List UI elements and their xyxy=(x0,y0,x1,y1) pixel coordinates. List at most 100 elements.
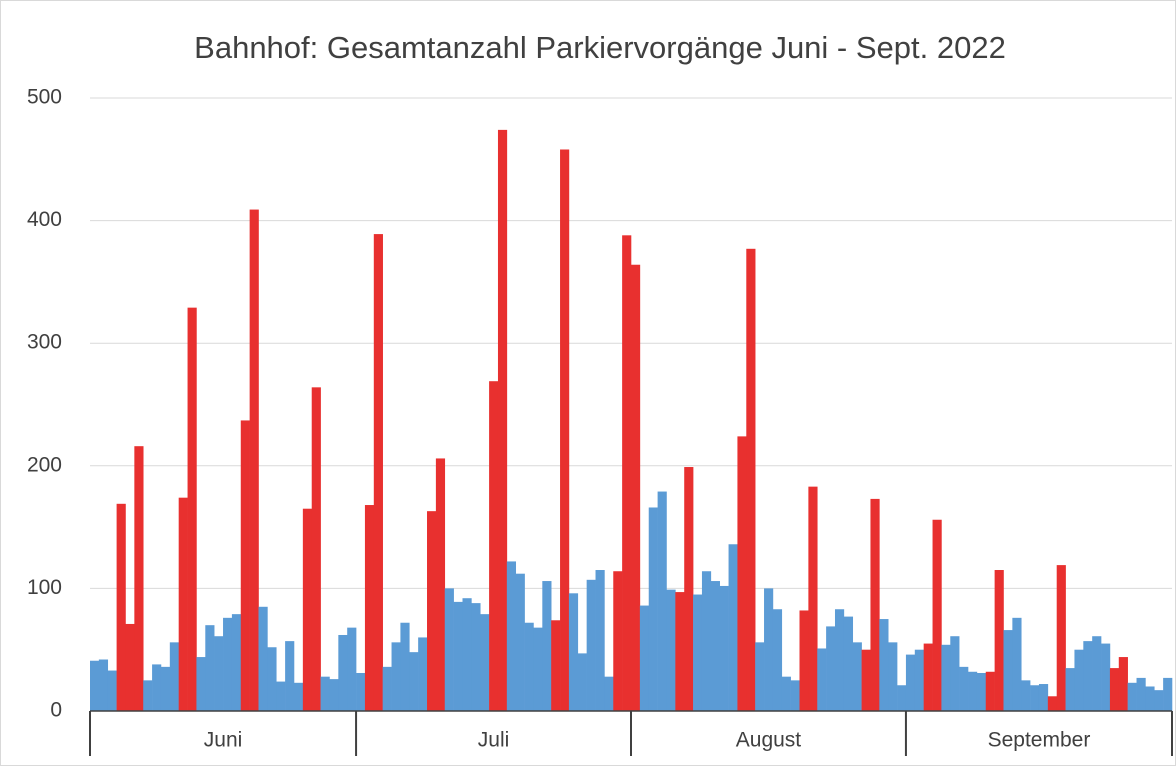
bar xyxy=(169,642,179,711)
bar xyxy=(870,498,880,711)
bar xyxy=(710,581,720,711)
bar xyxy=(356,672,366,711)
bar xyxy=(116,503,126,711)
bar xyxy=(897,685,907,711)
bar xyxy=(515,573,525,711)
bar xyxy=(586,579,596,711)
bar xyxy=(560,149,570,711)
bar xyxy=(790,680,800,711)
bar xyxy=(400,622,410,711)
bar xyxy=(905,654,916,711)
bar xyxy=(1092,636,1102,711)
bar xyxy=(373,234,383,711)
bar xyxy=(799,610,809,711)
bar xyxy=(1030,685,1040,711)
bar xyxy=(941,644,951,711)
bar xyxy=(533,627,543,711)
y-tick-label: 500 xyxy=(27,86,62,109)
bar xyxy=(1109,668,1120,711)
bar xyxy=(276,681,286,711)
bar xyxy=(1003,630,1013,711)
bar xyxy=(382,666,392,711)
x-group-label: Juni xyxy=(204,729,243,752)
bar xyxy=(107,670,117,711)
bar xyxy=(675,592,685,711)
chart-title: Bahnhof: Gesamtanzahl Parkiervorgänge Ju… xyxy=(194,30,1006,65)
bar xyxy=(755,642,765,711)
bar xyxy=(684,467,694,711)
bar xyxy=(879,619,889,711)
bar xyxy=(364,505,375,711)
bar xyxy=(453,601,463,711)
bar xyxy=(923,643,933,711)
bar xyxy=(90,660,100,711)
bar xyxy=(231,614,242,711)
bar xyxy=(214,636,224,711)
bar xyxy=(1012,617,1022,711)
bar xyxy=(1118,657,1128,711)
bar xyxy=(568,593,579,711)
bar xyxy=(152,664,162,711)
bar xyxy=(347,627,357,711)
bar xyxy=(639,605,650,711)
bar xyxy=(320,676,330,711)
bar xyxy=(666,589,676,711)
bar xyxy=(719,585,729,711)
bar xyxy=(861,649,871,711)
bar xyxy=(985,671,995,711)
bar xyxy=(143,680,153,711)
bar xyxy=(223,617,233,711)
bar xyxy=(418,637,428,711)
x-group-label: Juli xyxy=(478,729,510,752)
bar xyxy=(577,653,587,711)
bar xyxy=(843,616,854,711)
bar xyxy=(125,623,135,711)
bar xyxy=(1065,668,1075,711)
bar xyxy=(746,248,756,711)
bar xyxy=(1074,649,1084,711)
bar xyxy=(471,603,481,711)
bar xyxy=(524,622,534,711)
bar xyxy=(1047,696,1058,711)
bar xyxy=(134,446,144,711)
bar xyxy=(852,642,862,711)
bar xyxy=(409,652,419,711)
bar xyxy=(435,458,446,711)
bar xyxy=(489,381,499,711)
bar xyxy=(205,625,215,711)
bar xyxy=(1038,684,1049,711)
bar xyxy=(701,571,712,711)
bar xyxy=(1163,677,1173,711)
bar xyxy=(781,676,791,711)
bar xyxy=(293,682,304,711)
y-tick-label: 200 xyxy=(27,453,62,476)
bar xyxy=(1021,680,1031,711)
bar xyxy=(613,571,623,711)
x-group-label: August xyxy=(736,729,802,752)
bar xyxy=(834,609,845,711)
bar xyxy=(657,491,667,711)
bar xyxy=(160,666,171,711)
bar xyxy=(604,676,614,711)
y-tick-label: 0 xyxy=(50,699,62,722)
bar xyxy=(976,672,987,711)
bar xyxy=(817,648,827,711)
bar xyxy=(950,636,960,711)
y-tick-label: 400 xyxy=(27,208,62,231)
bar xyxy=(808,486,818,711)
bar xyxy=(1145,686,1155,711)
bar xyxy=(311,387,321,711)
bar xyxy=(462,598,472,711)
bar xyxy=(959,666,969,711)
bar xyxy=(329,679,339,711)
bar xyxy=(622,235,632,711)
bar xyxy=(764,588,774,711)
bar xyxy=(258,606,268,711)
bar xyxy=(285,641,295,711)
bar xyxy=(267,647,277,711)
bar xyxy=(1136,677,1146,711)
bar xyxy=(1083,641,1093,711)
bar xyxy=(1056,565,1066,711)
bar xyxy=(994,570,1004,711)
